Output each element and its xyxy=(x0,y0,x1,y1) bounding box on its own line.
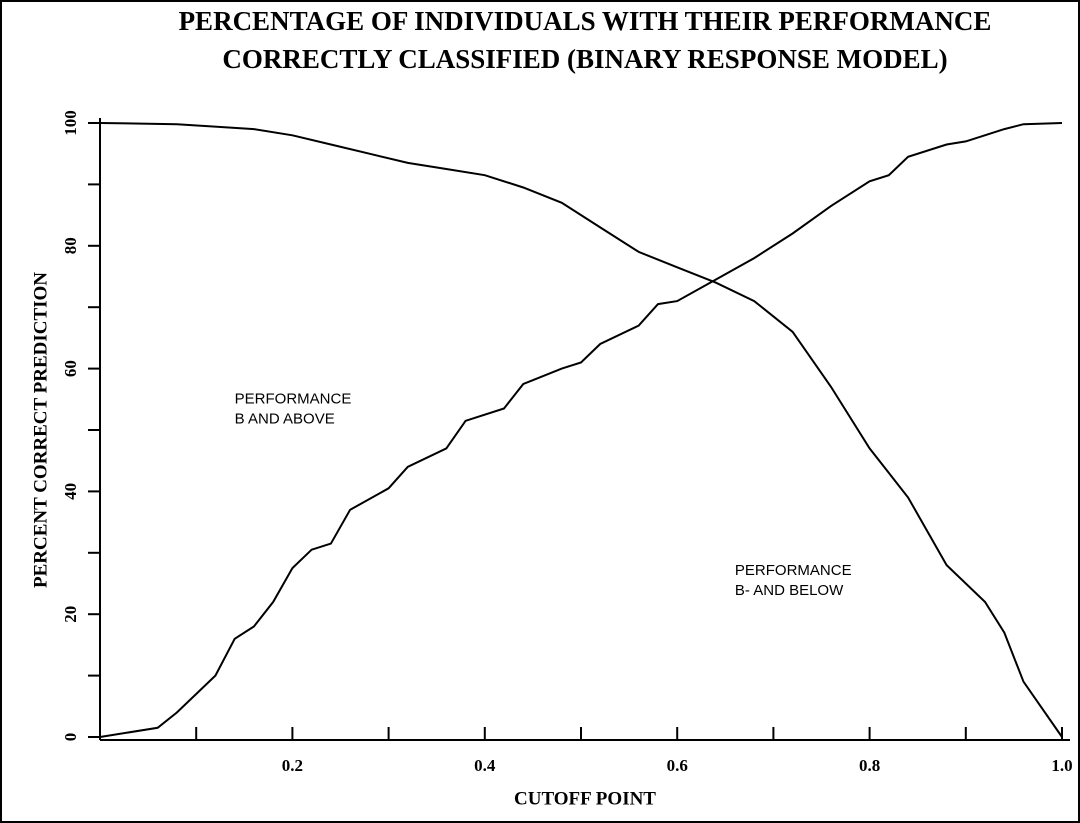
annotation: B AND ABOVE xyxy=(235,410,335,427)
y-tick-label: 100 xyxy=(61,110,80,136)
y-tick-label: 0 xyxy=(61,733,80,742)
y-tick-label: 40 xyxy=(61,483,80,500)
chart-title: PERCENTAGE OF INDIVIDUALS WITH THEIR PER… xyxy=(179,6,992,36)
x-tick-label: 0.2 xyxy=(282,756,303,775)
y-tick-label: 20 xyxy=(61,606,80,623)
y-axis-label: PERCENT CORRECT PREDICTION xyxy=(30,272,51,588)
x-tick-label: 0.8 xyxy=(859,756,880,775)
y-tick-label: 80 xyxy=(61,237,80,254)
x-tick-label: 0.6 xyxy=(667,756,688,775)
curve xyxy=(99,122,1063,738)
annotation: PERFORMANCE xyxy=(235,390,352,407)
x-tick-label: 0.4 xyxy=(474,756,496,775)
y-tick-label: 60 xyxy=(61,360,80,377)
x-tick-label: 1.0 xyxy=(1051,756,1072,775)
annotation: B- AND BELOW xyxy=(735,582,844,599)
annotation: PERFORMANCE xyxy=(735,562,852,579)
x-axis-label: CUTOFF POINT xyxy=(514,788,656,809)
curve xyxy=(99,122,1063,738)
chart-title: CORRECTLY CLASSIFIED (BINARY RESPONSE MO… xyxy=(222,44,947,74)
